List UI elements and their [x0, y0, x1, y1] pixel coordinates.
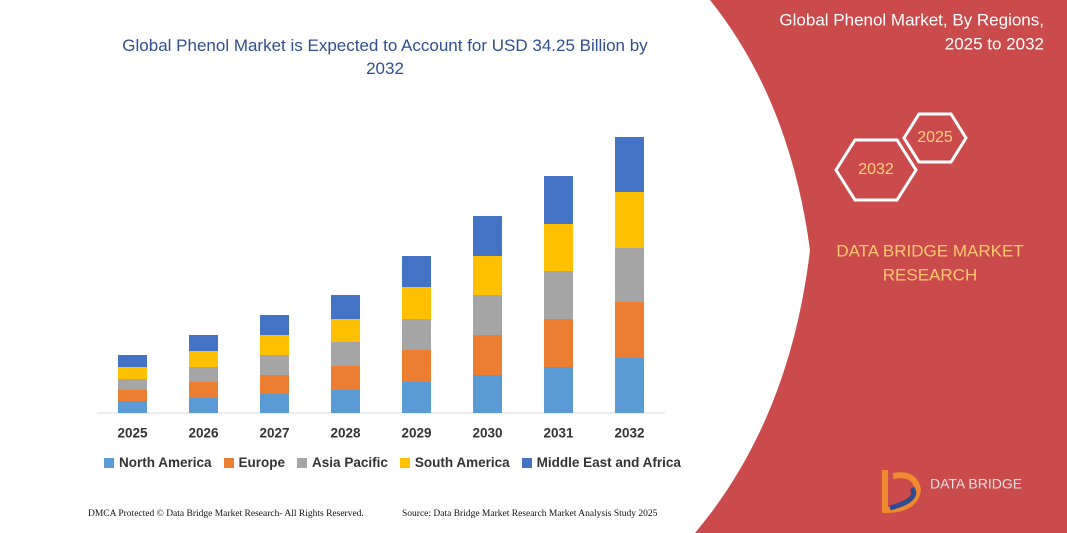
footer-dmca: DMCA Protected © Data Bridge Market Rese… — [88, 509, 364, 519]
bar-segment — [260, 315, 289, 335]
bar-segment — [118, 390, 147, 401]
bar-segment — [615, 358, 644, 413]
legend-label: Middle East and Africa — [536, 455, 681, 470]
hexagon — [834, 138, 918, 202]
logo-mark — [889, 486, 917, 511]
legend-label: South America — [414, 455, 510, 470]
x-tick-label: 2025 — [117, 426, 148, 441]
legend-item: Middle East and Africa — [521, 455, 681, 470]
legend-swatch — [104, 457, 114, 468]
legend-swatch — [399, 457, 410, 468]
bar-segment — [473, 335, 502, 375]
legend-swatch — [223, 457, 234, 468]
bar-segment — [544, 224, 573, 271]
legend-item: South America — [399, 455, 510, 470]
panel-title: Global Phenol Market, By Regions, — [779, 10, 1044, 29]
legend: North America Europe Asia Pacific South Ame… — [104, 455, 681, 470]
bar-segment — [615, 248, 644, 302]
legend-label: Europe — [238, 455, 286, 470]
x-tick-label: 2032 — [614, 426, 644, 441]
bar-segment — [615, 302, 644, 358]
bar-segment — [402, 382, 431, 413]
bar-segment — [331, 295, 360, 319]
bar-segment — [331, 342, 360, 366]
bar-segment — [331, 319, 360, 342]
bar-segment — [615, 192, 644, 248]
bar-segment — [118, 367, 147, 379]
footer-source: Source: Data Bridge Market Research Mark… — [402, 509, 658, 519]
bar-segment — [473, 216, 502, 256]
bar-segment — [118, 379, 147, 390]
chart-title: Global Phenol Market is Expected to Acco… — [122, 36, 648, 78]
bar-segment — [402, 256, 431, 287]
x-tick-label: 2030 — [472, 426, 502, 441]
legend-swatch — [521, 457, 532, 468]
bar-segment — [260, 355, 289, 375]
logo-mark — [882, 470, 922, 514]
bar-segment — [544, 176, 573, 224]
bar-segment — [544, 367, 573, 413]
bar-segment — [331, 390, 360, 413]
hex-label: 2032 — [858, 161, 894, 178]
logo-text: DATA BRIDGE — [930, 476, 1022, 492]
bar-segment — [544, 319, 573, 367]
brand: DATA BRIDGE MARKET — [836, 241, 1023, 260]
hexagon — [902, 112, 968, 164]
bar-segment — [189, 367, 218, 382]
bar-segment — [402, 350, 431, 382]
panel-title: 2025 to 2032 — [945, 34, 1044, 53]
bar-segment — [544, 271, 573, 319]
bar-segment — [402, 287, 431, 319]
bar-segment — [260, 375, 289, 394]
bar-segment — [473, 256, 502, 295]
x-tick-label: 2029 — [401, 426, 431, 441]
bar-segment — [189, 335, 218, 351]
bar-segment — [473, 295, 502, 335]
hex-label: 2025 — [917, 129, 953, 146]
bar-segment — [189, 382, 218, 398]
bar-segment — [118, 401, 147, 413]
bar-segment — [189, 398, 218, 413]
legend-label: North America — [119, 455, 212, 470]
legend-label: Asia Pacific — [312, 455, 388, 470]
bar-segment — [402, 319, 431, 350]
bar-segment — [118, 355, 147, 367]
bar-segment — [331, 366, 360, 390]
x-tick-label: 2027 — [259, 426, 289, 441]
bar-segment — [473, 375, 502, 413]
x-tick-label: 2026 — [188, 426, 219, 441]
bar-segment — [189, 351, 218, 367]
side-panel — [695, 0, 1067, 533]
legend-item: Europe — [223, 455, 286, 470]
x-tick-label: 2031 — [543, 426, 574, 441]
x-tick-label: 2028 — [330, 426, 361, 441]
bar-segment — [260, 335, 289, 355]
brand: RESEARCH — [883, 265, 977, 284]
bar-segment — [615, 137, 644, 192]
bar-segment — [260, 394, 289, 413]
legend-item: Asia Pacific — [297, 455, 388, 470]
legend-item: North America — [104, 455, 212, 470]
legend-swatch — [297, 457, 308, 468]
